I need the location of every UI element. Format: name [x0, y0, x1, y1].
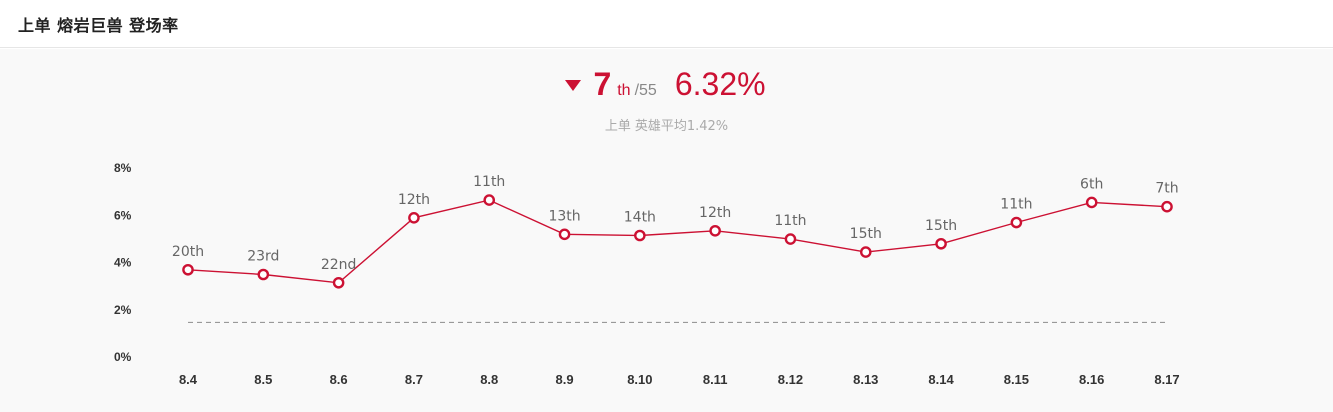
data-point-rank-label: 11th — [1000, 197, 1032, 213]
data-point — [634, 229, 646, 242]
x-tick-label: 8.6 — [330, 372, 348, 387]
x-tick-label: 8.11 — [703, 372, 728, 387]
x-tick-label: 8.9 — [555, 372, 573, 387]
data-point — [784, 233, 797, 245]
x-tick-label: 8.17 — [1154, 372, 1179, 387]
data-point-rank-label: 6th — [1080, 176, 1103, 192]
data-point-rank-label: 14th — [624, 210, 656, 226]
x-tick-label: 8.7 — [405, 372, 423, 387]
data-point — [408, 211, 420, 224]
y-tick-label: 2% — [114, 303, 132, 317]
rank-value: 7 — [593, 66, 612, 102]
average-caption: 上单 英雄平均1.42% — [0, 115, 1333, 134]
x-tick-label: 8.13 — [853, 372, 878, 387]
data-point-rank-label: 20th — [172, 244, 204, 260]
data-point — [1010, 216, 1023, 229]
series-line — [187, 199, 1168, 284]
x-tick-label: 8.12 — [778, 372, 803, 387]
average-label: 英雄平均1.42% — [634, 119, 729, 134]
data-point-rank-label: 11th — [774, 213, 806, 229]
y-tick-label: 8% — [114, 161, 132, 175]
data-point — [709, 224, 721, 237]
x-tick-label: 8.16 — [1079, 372, 1104, 387]
data-point — [1085, 196, 1098, 209]
page-header: 上单 熔岩巨兽 登场率 — [0, 0, 1333, 48]
chart-panel — [0, 49, 1333, 412]
average-position: 上单 — [604, 119, 631, 134]
x-tick-label: 8.4 — [179, 372, 198, 387]
data-point-rank-label: 7th — [1155, 181, 1178, 197]
x-tick-label: 8.15 — [1004, 372, 1029, 387]
pick-rate-value: 6.32% — [674, 66, 766, 102]
x-tick-label: 8.14 — [928, 372, 954, 387]
rank-total: /55 — [634, 82, 657, 99]
data-point-rank-label: 15th — [850, 226, 882, 242]
data-point-rank-label: 22nd — [321, 257, 357, 273]
data-point — [257, 268, 270, 281]
data-point — [859, 246, 872, 258]
data-point-rank-label: 12th — [398, 192, 430, 208]
data-point — [935, 237, 947, 250]
x-tick-label: 8.10 — [627, 372, 652, 387]
y-tick-label: 4% — [114, 256, 132, 270]
y-tick-label: 0% — [114, 350, 132, 364]
data-point-rank-label: 15th — [925, 218, 957, 234]
data-point — [483, 194, 496, 206]
data-point — [1161, 200, 1173, 213]
x-tick-label: 8.5 — [254, 372, 272, 387]
data-point-rank-label: 23rd — [247, 248, 279, 264]
rank-summary: 7 th/55 6.32% — [0, 66, 1333, 103]
x-tick-label: 8.8 — [480, 372, 498, 387]
trend-down-icon — [565, 80, 582, 91]
data-point-rank-label: 13th — [548, 208, 580, 224]
page-title: 上单 熔岩巨兽 登场率 — [18, 16, 179, 35]
data-point — [558, 228, 571, 241]
data-point-rank-label: 12th — [699, 205, 731, 221]
data-point — [182, 263, 194, 276]
data-point — [332, 276, 345, 289]
data-point-rank-label: 11th — [473, 174, 505, 190]
rank-suffix: th — [617, 82, 631, 99]
y-tick-label: 6% — [114, 208, 132, 222]
